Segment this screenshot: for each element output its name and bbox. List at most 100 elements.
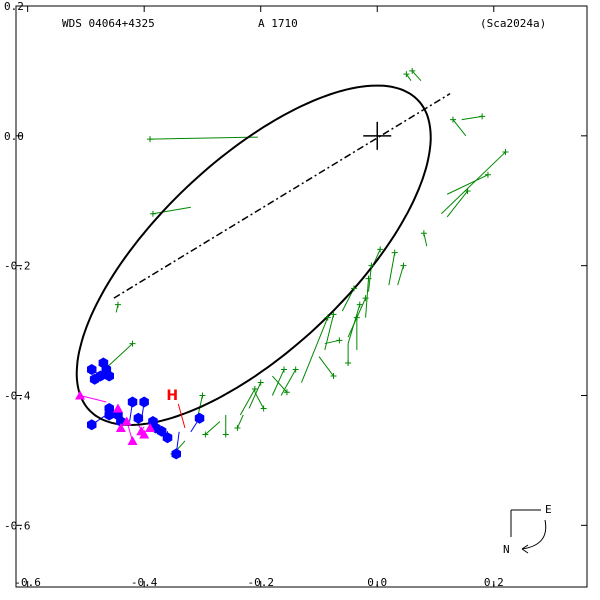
plus-marker bbox=[283, 389, 290, 396]
residual-line bbox=[411, 70, 422, 81]
residual-line bbox=[388, 252, 396, 286]
plus-marker bbox=[420, 230, 427, 237]
y-tick-label: -0.4 bbox=[4, 389, 31, 402]
plus-marker bbox=[336, 337, 343, 344]
triangle-marker bbox=[136, 426, 147, 436]
residual-lines bbox=[79, 70, 506, 455]
plus-marker bbox=[356, 301, 363, 308]
residual-line bbox=[446, 190, 468, 218]
triangle-marker bbox=[121, 416, 132, 426]
plus-marker bbox=[377, 246, 384, 253]
plus-marker bbox=[129, 340, 136, 347]
x-tick-label: 0.0 bbox=[367, 576, 387, 589]
triangle-marker bbox=[115, 422, 126, 432]
plus-marker bbox=[409, 67, 416, 74]
plus-marker bbox=[353, 314, 360, 321]
primary-star-cross bbox=[363, 121, 392, 150]
y-tick-label: 0.2 bbox=[4, 0, 24, 13]
plus-marker bbox=[292, 366, 299, 373]
residual-line bbox=[301, 317, 329, 383]
plus-marker bbox=[147, 136, 154, 143]
triangle-marker bbox=[112, 403, 123, 413]
hipparcos-connector bbox=[177, 403, 186, 429]
triangle-marker bbox=[75, 390, 86, 400]
plus-marker bbox=[391, 249, 398, 256]
residual-line bbox=[152, 206, 191, 215]
compass-arrow bbox=[521, 519, 547, 550]
residual-line bbox=[79, 395, 107, 403]
y-tick-label: -0.2 bbox=[4, 260, 31, 273]
residual-line bbox=[107, 343, 133, 367]
plus-marker bbox=[365, 275, 372, 282]
plus-marker bbox=[330, 311, 337, 318]
triangle-marker bbox=[145, 422, 156, 432]
plus-marker bbox=[330, 373, 337, 380]
residual-line bbox=[324, 314, 335, 351]
plus-marker bbox=[260, 405, 267, 412]
hexagon-marker bbox=[171, 448, 181, 460]
residual-line bbox=[205, 421, 221, 435]
compass-axes bbox=[510, 509, 541, 537]
plus-marker bbox=[403, 71, 410, 78]
residual-line bbox=[324, 339, 340, 345]
hexagon-marker bbox=[133, 412, 144, 424]
residual-line bbox=[405, 73, 412, 81]
plus-marker bbox=[149, 210, 156, 217]
hipparcos-marker: H bbox=[166, 388, 186, 429]
y-tick-label: -0.6 bbox=[4, 519, 31, 532]
y-tick-label: 0.0 bbox=[4, 130, 24, 143]
hexagon-marker bbox=[98, 357, 109, 369]
header-component: A 1710 bbox=[258, 17, 298, 30]
hexagon-marker bbox=[89, 373, 100, 385]
residual-line bbox=[236, 414, 244, 429]
x-axis-ticks: -0.6 -0.4 -0.2 0.0 0.2 bbox=[14, 6, 504, 589]
hexagon-marker bbox=[104, 370, 114, 382]
y-axis-ticks: 0.2 0.0 -0.2 -0.4 -0.6 bbox=[4, 0, 587, 532]
plus-marker bbox=[479, 113, 486, 120]
hexagon-marker bbox=[87, 364, 97, 375]
plus-marker bbox=[345, 360, 352, 367]
residual-line bbox=[280, 369, 297, 396]
plus-marker bbox=[324, 314, 331, 321]
residual-line bbox=[248, 382, 262, 409]
plot-frame bbox=[15, 5, 588, 588]
hexagon-marker bbox=[139, 396, 149, 408]
plus-marker bbox=[222, 431, 229, 438]
hexagon-marker bbox=[127, 396, 138, 408]
residual-line bbox=[440, 151, 506, 215]
residual-line bbox=[397, 265, 404, 286]
x-tick-label: -0.4 bbox=[131, 576, 158, 589]
plus-marker bbox=[368, 262, 375, 269]
hexagon-marker bbox=[162, 432, 173, 444]
plus-marker bbox=[400, 262, 407, 269]
triangle-marker bbox=[127, 435, 138, 445]
hexagon-marker bbox=[87, 419, 97, 431]
plus-marker bbox=[502, 149, 509, 156]
plus-marker bbox=[350, 285, 357, 292]
residual-line bbox=[254, 392, 265, 409]
compass-east-label: E bbox=[545, 503, 552, 516]
header-reference: (Sca2024a) bbox=[480, 17, 546, 30]
plus-marker bbox=[362, 295, 369, 302]
orbit-ellipse bbox=[75, 84, 432, 427]
plus-marker bbox=[251, 386, 258, 393]
x-tick-label: 0.2 bbox=[484, 576, 504, 589]
plus-marker bbox=[234, 424, 241, 431]
compass-arrowhead bbox=[521, 544, 529, 554]
plus-marker bbox=[199, 392, 206, 399]
hexagon-marker bbox=[194, 412, 205, 424]
x-tick-label: -0.6 bbox=[14, 576, 41, 589]
line-of-apsides bbox=[113, 92, 451, 299]
observation-markers bbox=[75, 67, 509, 460]
residual-line bbox=[239, 388, 256, 416]
residual-line bbox=[461, 115, 483, 121]
x-tick-label: -0.2 bbox=[247, 576, 274, 589]
plus-marker bbox=[202, 431, 209, 438]
orientation-compass: E N bbox=[503, 503, 552, 556]
residual-line bbox=[318, 356, 334, 377]
hipparcos-label: H bbox=[166, 388, 178, 404]
plus-marker bbox=[114, 301, 121, 308]
residual-line bbox=[347, 304, 361, 344]
plus-marker bbox=[281, 366, 288, 373]
